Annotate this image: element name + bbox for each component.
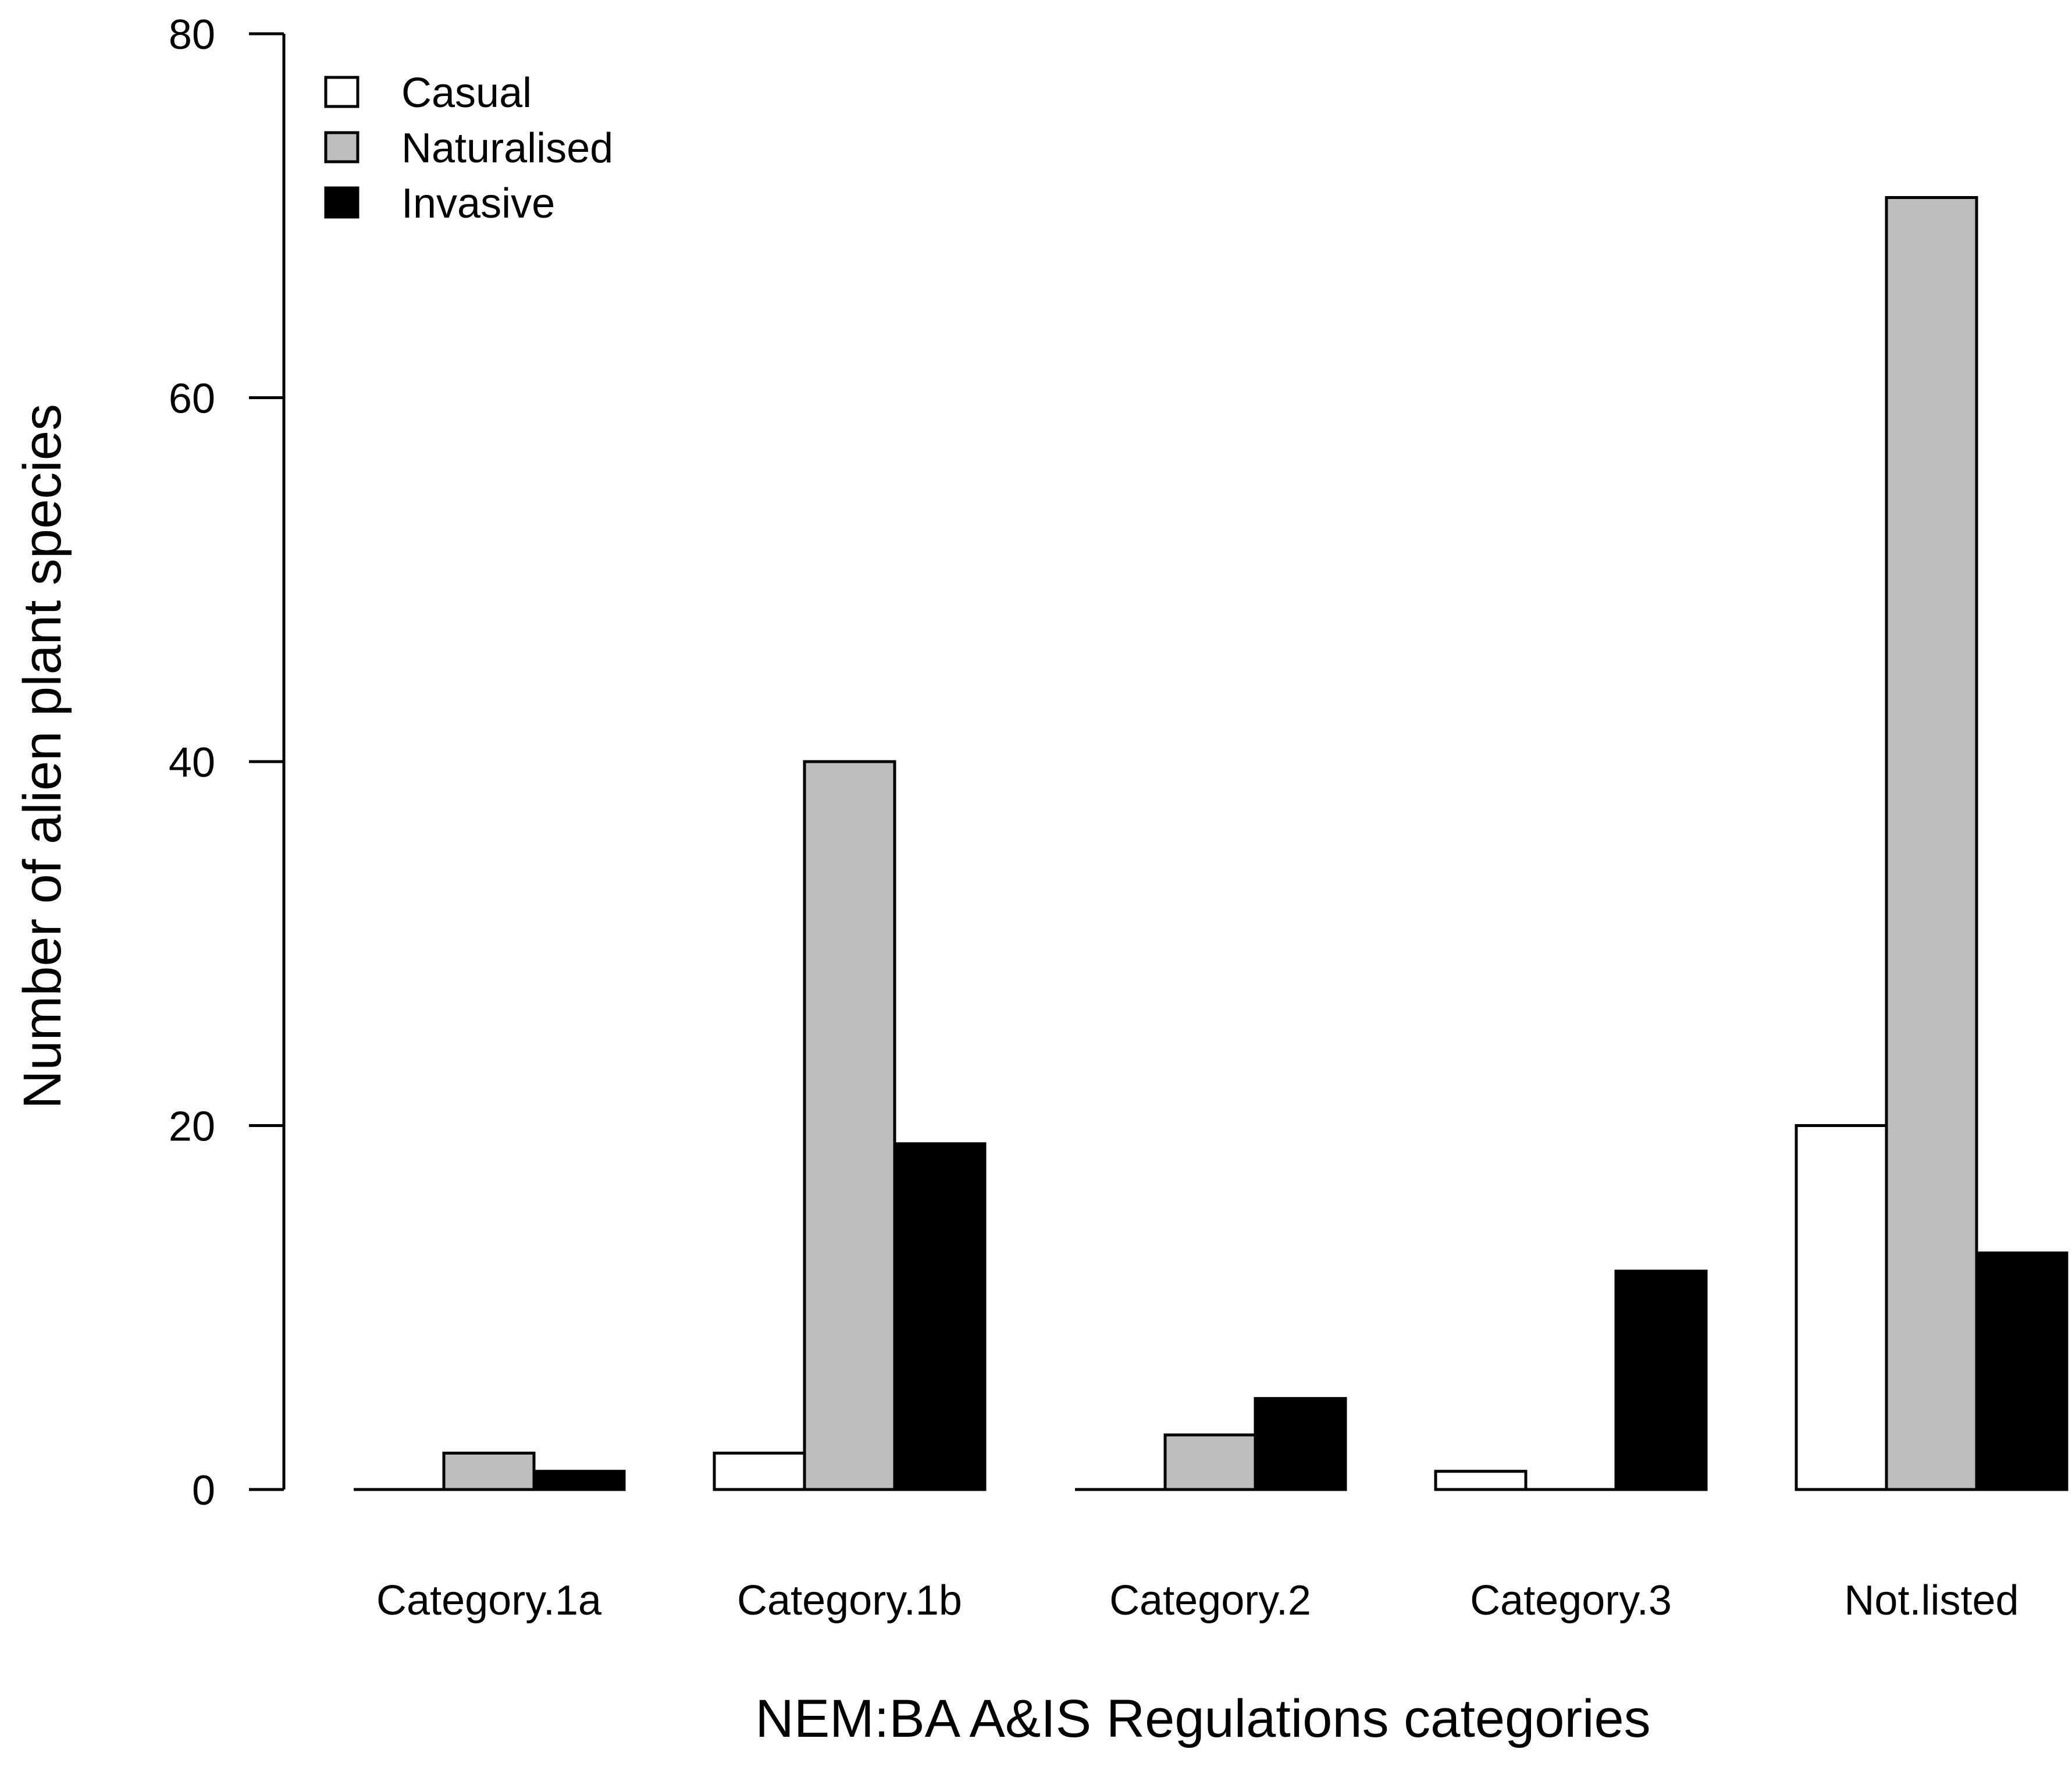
x-category-label: Not.listed [1844,1577,2018,1624]
bar-casual [1795,1124,1888,1491]
legend-label-casual: Casual [401,70,532,116]
bar-naturalised [1163,1433,1257,1491]
legend: Casual Naturalised Invasive [324,70,613,227]
y-axis: 0 20 40 60 80 [169,12,286,1514]
legend-label-invasive: Invasive [401,180,555,227]
legend-swatch-casual [324,76,359,108]
y-tick-label: 20 [169,1104,215,1150]
bar-naturalised [442,1451,536,1491]
bar-naturalised [803,760,896,1491]
x-axis-title: NEM:BA A&IS Regulations categories [755,1689,1650,1748]
x-category-label: Category.2 [1109,1577,1311,1624]
x-category-label: Category.3 [1470,1577,1672,1624]
bars [354,195,2069,1491]
bar-invasive [532,1470,626,1491]
bar-invasive [1975,1251,2069,1491]
x-axis-labels: Category.1a Category.1b Category.2 Category… [376,1577,2019,1624]
bar-casual [713,1451,806,1491]
y-tick-label: 80 [169,12,215,58]
y-tick-label: 0 [192,1467,215,1514]
legend-label-naturalised: Naturalised [401,125,613,172]
bar-invasive [1614,1270,1708,1491]
bar-invasive [1254,1397,1347,1491]
y-tick-label: 60 [169,376,215,422]
legend-swatch-naturalised [324,131,359,163]
x-category-label: Category.1b [737,1577,962,1624]
legend-swatch-invasive [324,186,359,219]
bar-casual [1434,1470,1528,1491]
bar-naturalised [1885,195,1978,1491]
bar-invasive [893,1142,987,1491]
y-axis-title: Number of alien plant species [13,404,72,1109]
y-tick-label: 40 [169,740,215,786]
x-category-label: Category.1a [376,1577,602,1624]
